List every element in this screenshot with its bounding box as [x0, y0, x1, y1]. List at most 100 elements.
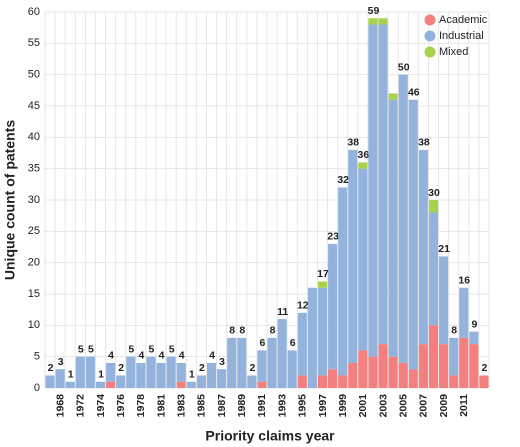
x-tick-label: 2003 [377, 394, 389, 418]
bar-segment [55, 369, 65, 388]
bar-total-label: 5 [88, 343, 94, 355]
bar-total-label: 38 [418, 137, 430, 149]
x-tick-label: 2009 [438, 394, 450, 418]
bar-segment [398, 362, 408, 388]
bar-segment [166, 356, 176, 388]
bar-segment [408, 99, 418, 370]
y-tick-label: 50 [28, 69, 40, 81]
bar-segment [388, 93, 398, 100]
bar-segment [116, 375, 126, 388]
bar-total-label: 32 [337, 174, 349, 186]
bar-segment [348, 149, 358, 363]
x-tick-label: 1997 [317, 394, 329, 418]
bar-total-label: 6 [260, 337, 266, 349]
bar-segment [428, 200, 439, 213]
y-tick-label: 40 [28, 131, 40, 143]
x-tick-label: 2007 [418, 394, 430, 418]
bar-total-label: 8 [451, 325, 457, 337]
y-tick-label: 25 [28, 225, 40, 237]
y-tick-label: 35 [28, 163, 40, 175]
x-tick-label: 2001 [357, 394, 369, 418]
bar-segment [75, 356, 85, 388]
bar-segment [459, 337, 469, 388]
bar-segment [358, 168, 368, 351]
y-tick-label: 55 [28, 37, 40, 49]
bar-segment [378, 18, 388, 25]
bar-segment [186, 381, 196, 388]
bar-segment [378, 344, 388, 388]
legend-label: Academic [439, 14, 488, 26]
bar-segment [368, 356, 378, 388]
bar-segment [408, 369, 418, 388]
x-tick-label: 2005 [398, 394, 410, 418]
bar-segment [267, 337, 277, 388]
bar-segment [459, 287, 469, 338]
bar-segment [297, 312, 307, 376]
x-tick-label: 1999 [337, 394, 349, 418]
bar-segment [106, 362, 116, 382]
bar-segment [227, 337, 237, 388]
legend-swatch [424, 46, 436, 58]
bar-segment [317, 375, 328, 388]
x-axis-title: Priority claims year [205, 428, 335, 444]
bar-segment [106, 381, 116, 388]
bar-segment [65, 381, 75, 388]
bar-total-label: 50 [398, 61, 410, 73]
bar-total-label: 4 [179, 350, 185, 362]
bar-segment [368, 18, 378, 25]
bar-segment [257, 350, 267, 382]
bar-segment [257, 381, 267, 388]
bar-segment [378, 24, 388, 345]
bar-total-label: 59 [368, 5, 380, 17]
bar-segment [398, 74, 408, 363]
y-axis-title: Unique count of patents [2, 120, 18, 280]
bar-segment [439, 256, 449, 345]
x-tick-label: 1968 [54, 394, 66, 418]
x-tick-label: 1995 [297, 394, 309, 418]
bar-segment [146, 356, 156, 388]
y-tick-label: 60 [28, 6, 40, 18]
bar-segment [156, 362, 166, 388]
bar-total-label: 17 [317, 268, 329, 280]
bar-segment [126, 356, 136, 388]
bar-total-label: 1 [98, 369, 104, 381]
x-tick-label: 1974 [95, 394, 107, 418]
bar-segment [388, 99, 398, 357]
bar-total-label: 8 [229, 325, 235, 337]
y-tick-label: 20 [28, 257, 40, 269]
bar-total-label: 2 [48, 362, 54, 374]
x-tick-label: 1983 [176, 394, 188, 418]
bar-segment [358, 350, 368, 388]
x-tick-label: 1991 [256, 394, 268, 418]
x-tick-label: 1987 [216, 394, 228, 418]
bar-segment [328, 243, 338, 370]
bar-segment [449, 337, 459, 376]
bar-total-label: 16 [458, 275, 470, 287]
legend-swatch [424, 30, 436, 42]
x-tick-label: 1978 [135, 394, 147, 418]
legend-label: Industrial [439, 30, 484, 42]
bar-total-label: 11 [277, 306, 288, 318]
bar-total-label: 1 [189, 369, 195, 381]
bar-total-label: 5 [149, 343, 155, 355]
bar-segment [85, 356, 95, 388]
legend-swatch [424, 14, 436, 26]
x-tick-label: 1972 [75, 394, 87, 418]
bar-segment [428, 212, 439, 326]
bar-segment [277, 319, 287, 388]
x-tick-label: 1993 [276, 394, 288, 418]
bar-segment [176, 381, 186, 388]
bar-total-label: 30 [428, 187, 440, 199]
bar-segment [428, 325, 439, 388]
bar-total-label: 4 [108, 350, 114, 362]
bar-total-label: 3 [219, 356, 225, 368]
bar-segment [307, 287, 317, 388]
y-tick-label: 10 [28, 319, 40, 331]
bar-segment [247, 375, 257, 388]
y-tick-label: 0 [34, 382, 40, 394]
x-tick-label: 1981 [155, 394, 167, 418]
x-tick-label: 2011 [458, 394, 470, 417]
bar-segment [297, 375, 307, 388]
bar-total-label: 1 [68, 369, 74, 381]
bar-total-label: 2 [118, 362, 124, 374]
